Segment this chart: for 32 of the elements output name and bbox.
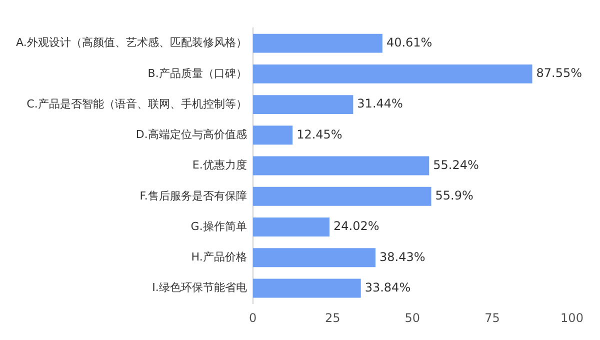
y-tick-label: G.操作简单 (190, 220, 247, 233)
bar (252, 248, 376, 268)
data-label: 40.61% (386, 35, 432, 50)
bar (252, 278, 361, 298)
x-tick-label: 0 (249, 310, 257, 325)
y-tick-label: H.产品价格 (191, 250, 247, 264)
bar (252, 218, 330, 237)
y-tick-label: A.外观设计（高颜值、艺术感、匹配装修风格） (16, 36, 247, 50)
data-label: 31.44% (357, 96, 403, 111)
bar (252, 64, 532, 84)
data-label: 38.43% (379, 250, 426, 264)
y-tick-label: B.产品质量（口碑） (148, 66, 247, 80)
data-label: 12.45% (296, 127, 342, 142)
data-label: 24.02% (333, 219, 380, 234)
data-label: 55.9% (435, 188, 474, 203)
y-tick-label: F.售后服务是否有保障 (140, 189, 247, 202)
bar (252, 34, 382, 53)
data-label: 87.55% (536, 66, 582, 80)
y-tick-label: D.高端定位与高价值感 (136, 128, 247, 142)
x-tick-label: 25 (324, 310, 340, 325)
y-tick-label: I.绿色环保节能省电 (152, 281, 247, 294)
bar (252, 156, 430, 176)
bar (252, 95, 354, 114)
bar (252, 126, 293, 145)
data-label: 33.84% (364, 280, 411, 294)
bar (252, 186, 432, 206)
x-tick-label: 100 (560, 310, 584, 325)
x-tick-label: 50 (404, 310, 420, 325)
y-tick-label: E.优惠力度 (192, 158, 247, 172)
data-label: 55.24% (433, 158, 479, 172)
y-tick-label: C.产品是否智能（语音、联网、手机控制等） (26, 97, 247, 110)
x-tick-label: 75 (484, 310, 500, 325)
